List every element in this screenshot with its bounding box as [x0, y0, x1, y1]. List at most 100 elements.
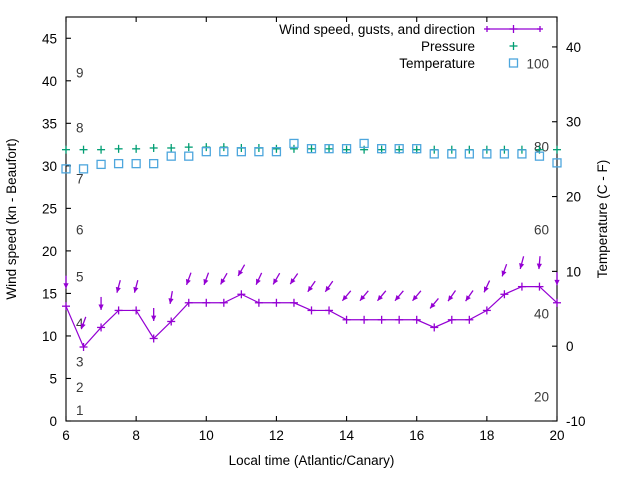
data-point [149, 143, 158, 152]
x-tick-label: 8 [132, 428, 140, 443]
y-tick-label: 0 [49, 414, 57, 429]
legend-marker-1 [484, 25, 543, 33]
wind-direction-arrow [519, 256, 525, 270]
data-point [447, 149, 457, 159]
data-point [79, 145, 88, 154]
data-point [78, 164, 89, 174]
wind-direction-arrow [98, 296, 104, 310]
data-point [184, 298, 193, 307]
data-point [482, 149, 492, 159]
data-point [325, 306, 334, 315]
wind-direction-arrow [341, 290, 352, 302]
series-temperature [61, 138, 562, 174]
data-point [149, 158, 159, 169]
data-point [166, 151, 176, 161]
data-point [202, 298, 211, 307]
y-tick-label: 20 [42, 244, 57, 259]
data-point [254, 298, 263, 307]
beaufort-scale-label: 8 [76, 121, 84, 136]
y2-tick-label: 20 [566, 190, 581, 205]
x-tick-label: 6 [62, 428, 70, 443]
wind-direction-arrow [185, 272, 192, 286]
data-point [376, 144, 387, 154]
wind-direction-arrow [63, 275, 69, 289]
wind-direction-arrow [359, 290, 369, 302]
wind-direction-arrow [220, 272, 228, 285]
data-point [342, 315, 351, 324]
data-point [360, 315, 369, 324]
data-point [132, 144, 141, 153]
legend-marker-3 [508, 58, 519, 68]
data-point [517, 149, 527, 159]
data-point [394, 144, 404, 154]
wind-direction-arrow [115, 279, 121, 293]
data-point [500, 290, 509, 299]
wind-direction-arrow [465, 290, 474, 302]
y-tick-label: 25 [42, 201, 57, 216]
data-point [184, 143, 193, 152]
wind-direction-arrow [376, 290, 387, 302]
beaufort-scale-label: 1 [76, 403, 84, 418]
data-point [219, 147, 229, 157]
data-point [307, 144, 316, 153]
data-point [132, 306, 141, 315]
beaufort-scale-label: 2 [76, 380, 84, 395]
data-point [167, 317, 176, 326]
data-point [184, 151, 194, 161]
y-tick-label: 15 [42, 286, 57, 301]
wind-direction-arrow [447, 290, 457, 302]
fahrenheit-scale-label: 80 [534, 139, 549, 154]
data-point [324, 144, 334, 154]
data-point [553, 145, 561, 154]
wind-direction-arrow [324, 280, 334, 293]
data-point [272, 298, 281, 307]
y2-tick-label: -10 [566, 414, 586, 429]
wind-direction-arrow [80, 316, 87, 330]
fahrenheit-scale-label: 20 [534, 389, 549, 404]
data-point [97, 323, 106, 332]
data-point [131, 158, 141, 169]
data-point [517, 282, 526, 291]
data-point [114, 144, 123, 153]
data-point [236, 147, 247, 157]
beaufort-scale-label: 7 [76, 172, 84, 187]
data-point [464, 149, 474, 159]
x-tick-label: 12 [269, 428, 284, 443]
y2-tick-label: 0 [566, 339, 574, 354]
wind-direction-arrow [536, 256, 542, 270]
wind-direction-arrow [203, 272, 210, 286]
data-point [114, 306, 123, 315]
x-tick-label: 20 [549, 428, 564, 443]
data-point [271, 147, 282, 157]
x-tick-label: 14 [339, 428, 355, 443]
legend-label-2: Pressure [421, 39, 475, 54]
wind-direction-arrow [151, 307, 157, 321]
series-pressure [62, 143, 561, 154]
y-tick-label: 40 [42, 74, 57, 89]
data-point [482, 306, 491, 315]
data-point [395, 315, 404, 324]
data-point [412, 144, 422, 154]
data-point [113, 158, 124, 169]
data-point [412, 315, 421, 324]
data-point [254, 147, 264, 157]
data-point [465, 315, 474, 324]
wind-direction-arrow [394, 290, 404, 302]
fahrenheit-scale-label: 40 [534, 306, 549, 321]
legend-label-3: Temperature [399, 56, 475, 71]
data-point [96, 159, 106, 170]
plot-frame [65, 16, 558, 422]
y-tick-label: 30 [42, 159, 57, 174]
data-point [430, 323, 439, 332]
y-axis-title: Wind speed (kn - Beaufort) [4, 138, 19, 299]
data-point [307, 306, 316, 315]
beaufort-scale-label: 5 [76, 269, 84, 284]
data-point [289, 144, 298, 153]
fahrenheit-scale-label: 60 [534, 222, 549, 237]
data-point [149, 334, 158, 343]
wind-direction-arrow [168, 290, 174, 305]
y2-tick-label: 40 [566, 40, 581, 55]
legend-label-1: Wind speed, gusts, and direction [279, 22, 475, 37]
